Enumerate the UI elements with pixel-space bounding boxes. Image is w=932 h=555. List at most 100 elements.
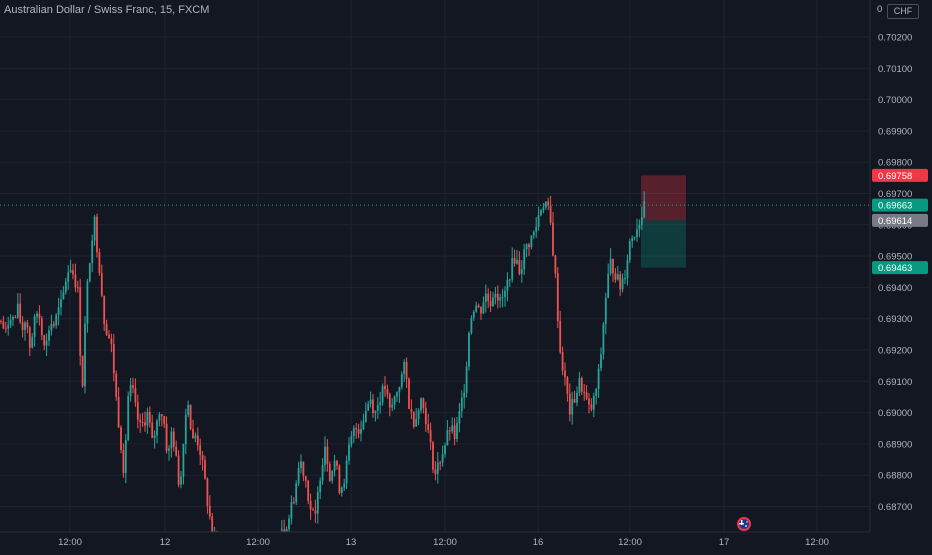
candle-body[interactable] [643,201,646,218]
candle-body[interactable] [477,305,480,308]
candle[interactable] [153,430,156,449]
candle[interactable] [472,309,475,321]
candle-body[interactable] [105,324,108,335]
candle[interactable] [103,295,106,332]
candle[interactable] [446,420,449,446]
candle[interactable] [19,293,22,325]
candle[interactable] [76,280,79,293]
candle[interactable] [535,216,538,238]
candle[interactable] [93,215,96,246]
candle[interactable] [129,377,132,402]
candle-body[interactable] [528,244,530,248]
candle-body[interactable] [170,431,173,449]
candle-body[interactable] [45,340,48,346]
candle[interactable] [324,436,326,472]
candle-body[interactable] [165,423,168,451]
candle-body[interactable] [211,516,214,535]
candle-body[interactable] [420,398,422,411]
candle-body[interactable] [4,328,7,330]
candle[interactable] [602,321,605,360]
candle[interactable] [372,394,374,418]
candle[interactable] [496,285,499,309]
candle[interactable] [616,265,619,281]
candle[interactable] [564,362,566,386]
candle[interactable] [525,243,528,258]
candle-body[interactable] [496,293,499,301]
candle-body[interactable] [206,478,209,506]
candle[interactable] [187,400,190,418]
candle-body[interactable] [40,318,43,336]
candle[interactable] [139,413,142,433]
candle[interactable] [504,286,506,307]
candle-body[interactable] [67,272,70,282]
candle-body[interactable] [384,386,386,390]
candle-body[interactable] [537,215,540,227]
candle[interactable] [196,427,199,451]
long-position-tool[interactable] [641,175,686,268]
candle-body[interactable] [129,385,132,397]
candle[interactable] [364,402,367,423]
candle-body[interactable] [556,273,559,321]
candle[interactable] [148,406,151,428]
candle[interactable] [350,431,353,448]
candle-body[interactable] [429,429,432,443]
candle-body[interactable] [525,244,528,250]
candle[interactable] [405,357,408,389]
candle[interactable] [530,235,533,250]
candle[interactable] [328,461,331,483]
candle[interactable] [566,375,569,402]
candle[interactable] [96,213,98,258]
candle-body[interactable] [120,427,122,450]
candle-body[interactable] [453,425,456,440]
candle[interactable] [501,288,504,308]
candle[interactable] [108,330,110,339]
candle-body[interactable] [336,460,338,466]
candle[interactable] [417,408,420,426]
candle[interactable] [580,376,583,396]
candle-body[interactable] [566,377,569,394]
candle[interactable] [91,234,94,273]
candle[interactable] [398,386,401,404]
candle[interactable] [292,497,295,505]
candle-body[interactable] [304,475,307,481]
candle[interactable] [597,364,600,398]
candle[interactable] [412,411,415,429]
candle[interactable] [393,395,396,410]
candle-body[interactable] [381,386,384,403]
candle[interactable] [633,236,636,241]
candle-body[interactable] [472,311,475,318]
candle-body[interactable] [134,388,137,403]
candle[interactable] [163,415,166,428]
candle-body[interactable] [444,445,446,455]
candle-body[interactable] [458,411,461,424]
candle-body[interactable] [132,385,134,389]
candle-body[interactable] [326,446,329,464]
candle-body[interactable] [588,398,590,405]
candle[interactable] [492,291,494,307]
candle-body[interactable] [372,399,374,413]
candle-body[interactable] [393,396,396,405]
candle[interactable] [290,495,293,525]
candle[interactable] [158,412,161,427]
candle[interactable] [376,397,379,420]
candle[interactable] [144,411,146,432]
candle-body[interactable] [280,529,283,531]
candle-body[interactable] [609,258,612,274]
candle-body[interactable] [633,236,636,239]
candle-body[interactable] [388,394,391,408]
candle-body[interactable] [542,207,545,211]
candle[interactable] [321,458,324,485]
candle-body[interactable] [79,287,82,356]
candle[interactable] [307,479,310,505]
candle-body[interactable] [163,415,166,424]
candle[interactable] [487,288,490,308]
stop-loss-zone[interactable] [641,175,686,221]
candle[interactable] [549,195,552,226]
candle[interactable] [170,427,173,458]
candle-body[interactable] [91,240,94,264]
candle-body[interactable] [360,428,362,434]
candle-body[interactable] [415,418,418,427]
candle-body[interactable] [309,500,312,510]
candle[interactable] [297,461,300,486]
